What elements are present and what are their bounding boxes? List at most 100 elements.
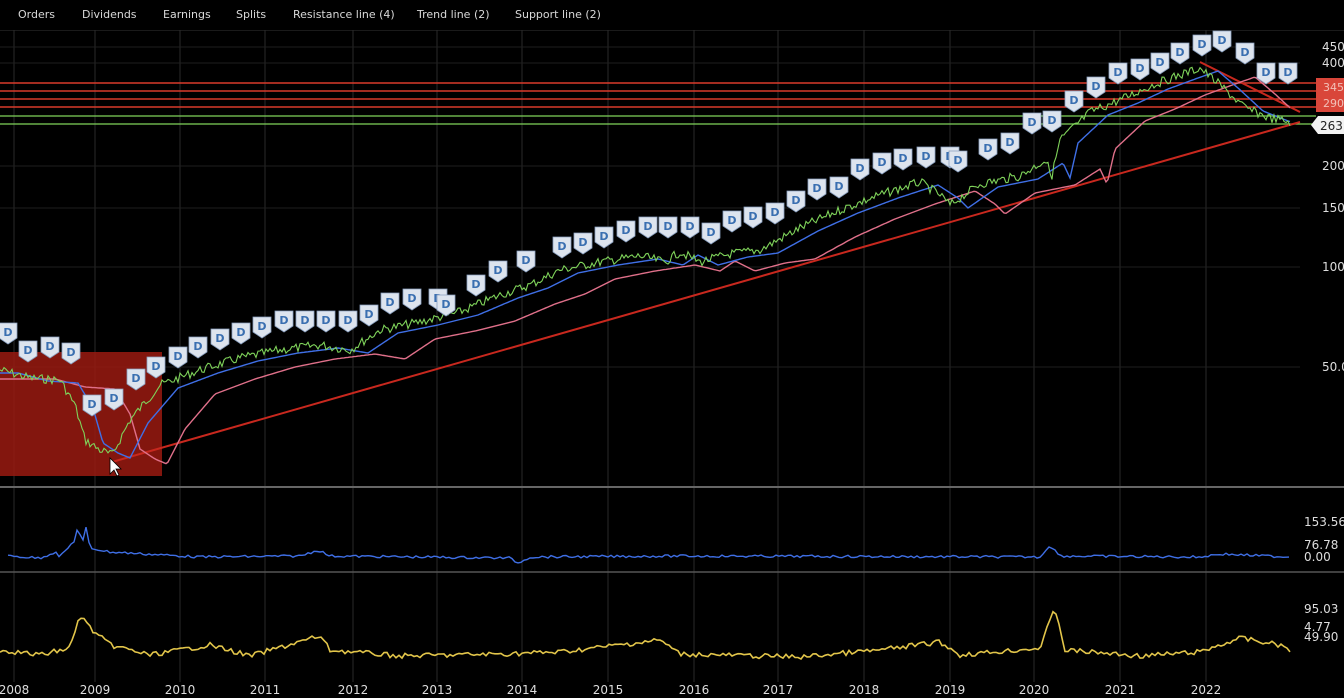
- dividend-marker[interactable]: D: [316, 310, 336, 333]
- dividend-marker[interactable]: D: [786, 190, 806, 213]
- dividend-marker[interactable]: D: [1170, 42, 1190, 65]
- moving-average-fast: [0, 70, 1291, 459]
- dividend-marker-label: D: [215, 332, 224, 345]
- support-lines[interactable]: [0, 115, 1316, 125]
- dividend-marker[interactable]: D: [680, 216, 700, 239]
- dividend-marker-label: D: [1113, 66, 1122, 79]
- dividend-marker-label: D: [151, 360, 160, 373]
- dividend-marker[interactable]: D: [210, 328, 230, 351]
- dividend-marker-label: D: [770, 206, 779, 219]
- dividend-marker[interactable]: D: [1000, 132, 1020, 155]
- dividend-marker-label: D: [877, 156, 886, 169]
- dividend-marker[interactable]: D: [948, 150, 968, 173]
- price-line: [0, 66, 1291, 454]
- year-label-2010: 2010: [165, 683, 196, 697]
- dividend-marker[interactable]: D: [1150, 52, 1170, 75]
- dividend-marker[interactable]: D: [1278, 62, 1298, 85]
- dividend-marker[interactable]: D: [338, 310, 358, 333]
- dividend-marker[interactable]: D: [850, 158, 870, 181]
- dividend-marker[interactable]: D: [18, 340, 38, 363]
- dividend-marker[interactable]: D: [1042, 110, 1062, 133]
- year-label-2014: 2014: [507, 683, 538, 697]
- dividend-marker[interactable]: D: [231, 322, 251, 345]
- dividend-marker[interactable]: D: [594, 226, 614, 249]
- dividend-marker[interactable]: D: [1086, 76, 1106, 99]
- dividend-marker[interactable]: D: [978, 138, 998, 161]
- dividend-marker[interactable]: D: [638, 216, 658, 239]
- year-label-2017: 2017: [763, 683, 794, 697]
- price-tick-1: 400: [1322, 56, 1344, 70]
- dividend-marker-label: D: [1197, 38, 1206, 51]
- trend-line-short[interactable]: [1199, 61, 1301, 113]
- dividend-marker[interactable]: D: [466, 274, 486, 297]
- resistance-label-2: 290: [1323, 97, 1344, 110]
- dividend-marker[interactable]: D: [872, 152, 892, 175]
- dividend-marker[interactable]: D: [252, 316, 272, 339]
- dividend-marker[interactable]: D: [1212, 30, 1232, 53]
- dividend-marker[interactable]: D: [1108, 62, 1128, 85]
- toolbar-splits-button[interactable]: Splits: [236, 8, 267, 21]
- toolbar-dividends-button[interactable]: Dividends: [82, 8, 137, 21]
- dividend-marker[interactable]: D: [359, 304, 379, 327]
- dividend-marker[interactable]: D: [40, 336, 60, 359]
- dividend-marker[interactable]: D: [402, 288, 422, 311]
- dividend-marker[interactable]: D: [295, 310, 315, 333]
- dividend-marker[interactable]: D: [168, 346, 188, 369]
- toolbar-resistance-button[interactable]: Resistance line (4): [293, 8, 395, 21]
- dividend-marker[interactable]: D: [1064, 90, 1084, 113]
- dividend-marker[interactable]: D: [722, 210, 742, 233]
- dividend-marker[interactable]: D: [0, 322, 18, 345]
- dividend-marker-label: D: [1069, 94, 1078, 107]
- dividend-marker[interactable]: D: [436, 294, 456, 317]
- panel1-tick-mid: 76.78: [1304, 538, 1338, 552]
- dividend-marker[interactable]: D: [82, 394, 102, 417]
- dividend-marker[interactable]: D: [616, 220, 636, 243]
- dividend-marker[interactable]: D: [1130, 58, 1150, 81]
- resistance-lines[interactable]: [0, 82, 1316, 108]
- dividend-marker[interactable]: D: [573, 232, 593, 255]
- dividend-marker[interactable]: D: [1235, 42, 1255, 65]
- dividend-marker[interactable]: D: [104, 388, 124, 411]
- dividend-marker-label: D: [953, 154, 962, 167]
- dividend-marker[interactable]: D: [701, 222, 721, 245]
- dividend-marker-label: D: [855, 162, 864, 175]
- dividend-marker[interactable]: D: [516, 250, 536, 273]
- dividend-marker[interactable]: D: [1022, 112, 1042, 135]
- dividend-marker-label: D: [663, 220, 672, 233]
- dividend-marker-label: D: [66, 346, 75, 359]
- dividend-marker[interactable]: D: [552, 236, 572, 259]
- dividend-marker-label: D: [1240, 46, 1249, 59]
- dividend-marker[interactable]: D: [126, 368, 146, 391]
- dividend-marker[interactable]: D: [1192, 34, 1212, 57]
- dividend-marker-label: D: [279, 314, 288, 327]
- dividend-marker[interactable]: D: [916, 146, 936, 169]
- dividend-marker-label: D: [578, 236, 587, 249]
- dividend-marker[interactable]: D: [743, 206, 763, 229]
- dividend-marker[interactable]: D: [274, 310, 294, 333]
- year-label-2012: 2012: [338, 683, 369, 697]
- dividend-marker[interactable]: D: [488, 260, 508, 283]
- toolbar-orders-button[interactable]: Orders: [18, 8, 55, 21]
- dividend-marker-label: D: [343, 314, 352, 327]
- toolbar-support-button[interactable]: Support line (2): [515, 8, 601, 21]
- dividend-marker-label: D: [1283, 66, 1292, 79]
- dividend-marker[interactable]: D: [807, 178, 827, 201]
- dividend-marker[interactable]: D: [658, 216, 678, 239]
- dividend-marker[interactable]: D: [829, 176, 849, 199]
- trend-line-long[interactable]: [111, 121, 1301, 463]
- dividend-marker-label: D: [706, 226, 715, 239]
- dividend-marker[interactable]: D: [765, 202, 785, 225]
- dividend-marker[interactable]: D: [188, 336, 208, 359]
- year-label-2016: 2016: [679, 683, 710, 697]
- dividend-marker[interactable]: D: [146, 356, 166, 379]
- dividend-marker[interactable]: D: [893, 148, 913, 171]
- toolbar-trend-button[interactable]: Trend line (2): [417, 8, 490, 21]
- dividend-marker-label: D: [1005, 136, 1014, 149]
- dividend-marker[interactable]: D: [61, 342, 81, 365]
- dividend-marker[interactable]: D: [380, 292, 400, 315]
- toolbar-earnings-button[interactable]: Earnings: [163, 8, 211, 21]
- dividend-marker[interactable]: D: [1256, 62, 1276, 85]
- dividend-marker-label: D: [1217, 34, 1226, 47]
